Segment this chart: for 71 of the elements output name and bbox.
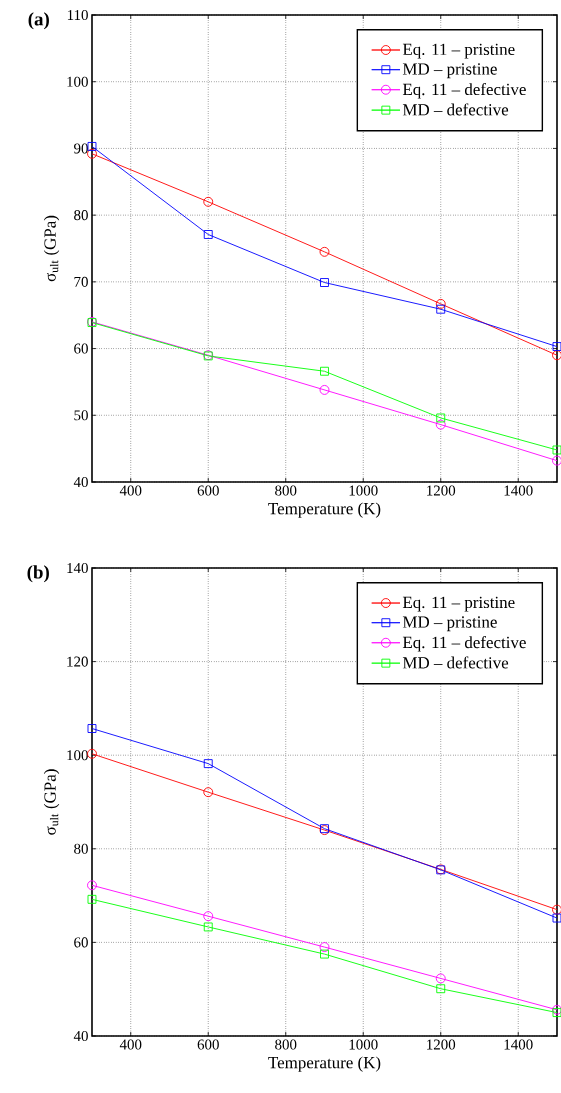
legend-label: Eq. 11 – defective bbox=[402, 83, 526, 99]
point bbox=[86, 880, 97, 891]
text: (a) bbox=[28, 12, 49, 30]
y-tick-label: 70 bbox=[74, 276, 88, 287]
point bbox=[436, 413, 445, 423]
point bbox=[436, 304, 445, 314]
point bbox=[87, 894, 97, 904]
point bbox=[319, 246, 330, 257]
y-tick-label: 60 bbox=[73, 937, 88, 948]
point bbox=[551, 455, 561, 466]
y-tick-label: 120 bbox=[67, 656, 88, 667]
y-tick-label: 40 bbox=[73, 1030, 88, 1042]
y-axis-title: σ$_{ult}$ (GPa) bbox=[43, 215, 59, 282]
x-tick-label: 400 bbox=[119, 485, 142, 496]
point bbox=[203, 230, 213, 239]
point bbox=[319, 942, 330, 952]
point bbox=[203, 787, 213, 798]
point bbox=[436, 984, 445, 994]
point bbox=[319, 278, 329, 287]
y-tick-label: 80 bbox=[73, 210, 88, 221]
legend-label: Eq. 11 – defective bbox=[402, 636, 526, 652]
point bbox=[319, 366, 329, 376]
y-tick-label: 40 bbox=[73, 476, 88, 488]
y-tick-label: 140 bbox=[67, 562, 88, 574]
x-tick-label: 600 bbox=[197, 485, 219, 496]
point bbox=[551, 1004, 561, 1015]
legend-label: Eq. 11 – pristine bbox=[402, 43, 515, 59]
point bbox=[203, 196, 213, 207]
point bbox=[203, 922, 213, 932]
text: (b) bbox=[27, 565, 49, 583]
point bbox=[551, 904, 561, 915]
point bbox=[552, 445, 561, 455]
point bbox=[435, 973, 446, 984]
y-tick-label: 90 bbox=[73, 143, 88, 154]
x-tick-label: 400 bbox=[119, 1039, 142, 1050]
legend-label: MD – pristine bbox=[402, 63, 497, 79]
point bbox=[551, 350, 561, 361]
legend-label: MD – pristine bbox=[402, 616, 497, 632]
point bbox=[87, 724, 97, 733]
point bbox=[435, 298, 446, 309]
point bbox=[552, 1008, 561, 1018]
x-tick-label: 1200 bbox=[426, 485, 455, 496]
y-tick-label: 60 bbox=[73, 343, 88, 354]
x-tick-label: 1400 bbox=[504, 1039, 533, 1050]
point bbox=[203, 911, 213, 922]
legend-label: MD – defective bbox=[402, 656, 508, 669]
point bbox=[319, 949, 329, 959]
point bbox=[552, 342, 561, 351]
y-tick-label: 50 bbox=[74, 410, 88, 421]
x-tick-label: 800 bbox=[274, 1039, 297, 1050]
legend-label: MD – defective bbox=[402, 103, 508, 116]
y-tick-label: 80 bbox=[73, 843, 88, 854]
y-axis-title: σ$_{ult}$ (GPa) bbox=[43, 769, 59, 835]
point bbox=[435, 419, 446, 430]
x-tick-label: 1200 bbox=[426, 1039, 455, 1050]
point bbox=[203, 759, 213, 769]
x-tick-label: 1000 bbox=[349, 485, 378, 496]
x-tick-label: 800 bbox=[274, 485, 297, 496]
x-axis-title: Temperature (K) bbox=[268, 1056, 381, 1072]
point bbox=[87, 142, 97, 151]
y-tick-label: 100 bbox=[67, 750, 88, 761]
x-axis-title: Temperature (K) bbox=[268, 502, 381, 518]
point bbox=[552, 913, 561, 923]
legend-label: Eq. 11 – pristine bbox=[402, 596, 515, 612]
x-tick-label: 1400 bbox=[504, 485, 533, 496]
x-tick-label: 1000 bbox=[349, 1039, 378, 1050]
y-tick-label: 100 bbox=[67, 76, 88, 87]
x-tick-label: 600 bbox=[197, 1039, 219, 1050]
point bbox=[86, 148, 97, 159]
point bbox=[319, 385, 330, 395]
y-tick-label: 110 bbox=[67, 9, 88, 21]
